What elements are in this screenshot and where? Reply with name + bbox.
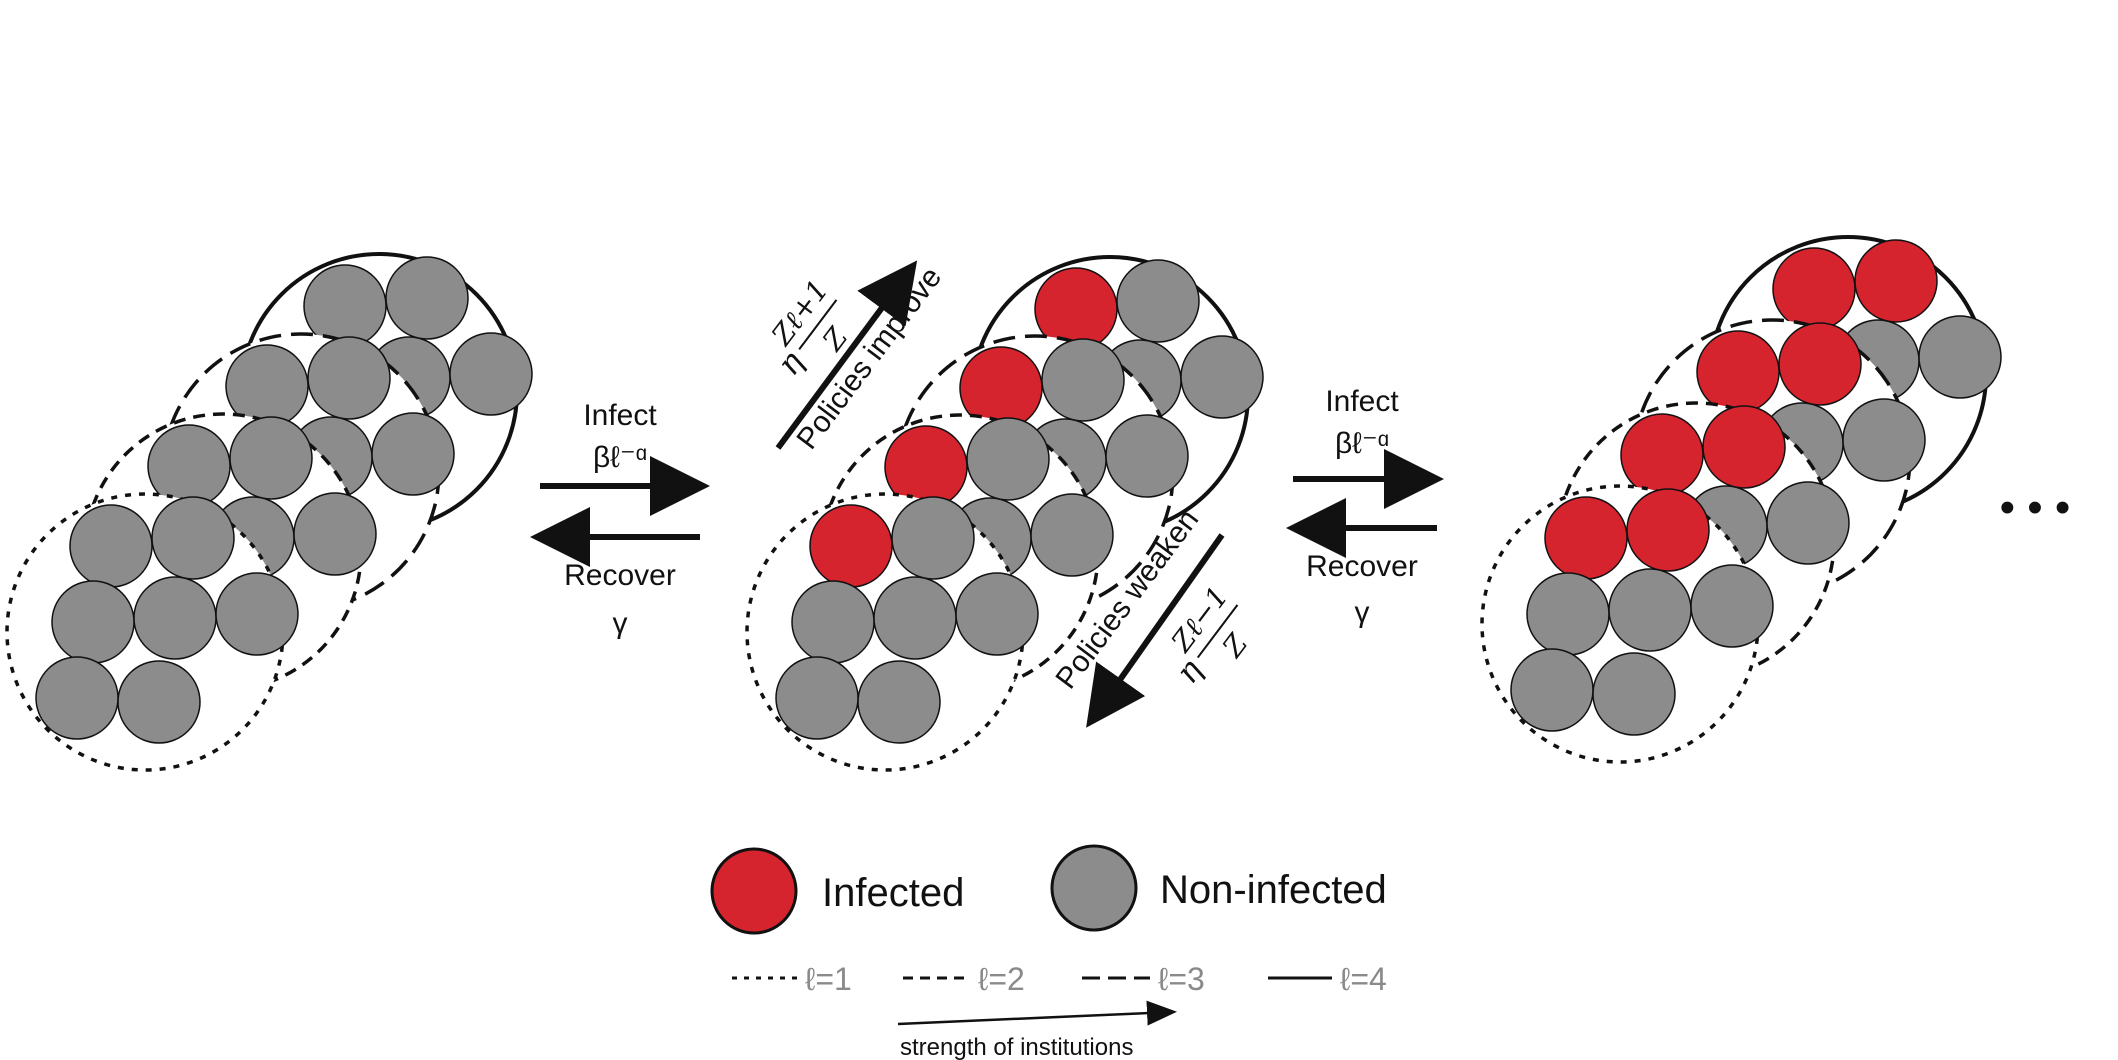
non-infected-individual <box>1116 259 1200 343</box>
non-infected-individual <box>891 496 975 580</box>
legend-non-infected-swatch <box>1050 844 1138 932</box>
non-infected-individual <box>1608 568 1692 652</box>
non-infected-individual <box>1592 652 1676 736</box>
non-infected-individual <box>1180 335 1264 419</box>
non-infected-individual <box>35 656 119 740</box>
legend-level-4-label: ℓ=4 <box>1340 961 1387 997</box>
recover-label: Recover <box>564 559 676 592</box>
continuation-ellipsis: • • • <box>2000 483 2071 532</box>
non-infected-individual <box>791 580 875 664</box>
infect-label: Infect <box>583 399 657 432</box>
legend: Infected Non-infected ℓ=1 ℓ=2 ℓ=3 ℓ=4 st… <box>710 844 1387 1060</box>
non-infected-individual <box>1918 315 2002 399</box>
legend-level-2-label: ℓ=2 <box>978 961 1025 997</box>
recover-rate: γ <box>613 607 628 640</box>
non-infected-individual <box>1842 398 1926 482</box>
infected-individual <box>1778 322 1862 406</box>
non-infected-individual <box>51 580 135 664</box>
non-infected-individual <box>449 332 533 416</box>
infect-label: Infect <box>1325 385 1399 418</box>
non-infected-individual <box>385 256 469 340</box>
non-infected-individual <box>857 660 941 744</box>
population-group-2 <box>745 255 1264 772</box>
non-infected-individual <box>775 656 859 740</box>
policies-weaken-rate: η Zℓ−1 Z <box>1164 580 1254 690</box>
legend-infected-swatch <box>710 847 798 935</box>
non-infected-individual <box>215 572 299 656</box>
non-infected-individual <box>371 412 455 496</box>
non-infected-individual <box>307 336 391 420</box>
non-infected-individual <box>303 264 387 348</box>
non-infected-individual <box>1105 414 1189 498</box>
non-infected-individual <box>1766 481 1850 565</box>
non-infected-individual <box>1041 338 1125 422</box>
policies-improve-arrow <box>775 260 918 450</box>
non-infected-individual <box>293 492 377 576</box>
infected-individual <box>809 504 893 588</box>
policies-weaken-arrow <box>1086 533 1225 728</box>
legend-non-infected-label: Non-infected <box>1160 868 1387 912</box>
non-infected-individual <box>1030 493 1114 577</box>
recover-rate: γ <box>1355 596 1370 629</box>
non-infected-individual <box>133 576 217 660</box>
non-infected-individual <box>1690 564 1774 648</box>
improve-rate-fraction-bar <box>798 299 838 350</box>
infected-individual <box>1626 488 1710 572</box>
transition-arrows-left: Infect βℓ⁻ᵅ Recover γ <box>530 399 710 640</box>
infected-individual <box>1620 413 1704 497</box>
weaken-rate-eta: η <box>1168 652 1210 690</box>
strength-arrow <box>897 1000 1177 1026</box>
weaken-rate-denominator: Z <box>1215 627 1254 664</box>
infected-individual <box>1854 239 1938 323</box>
population-group-1 <box>5 252 533 772</box>
legend-infected-label: Infected <box>822 871 964 915</box>
legend-level-1-label: ℓ=1 <box>805 961 852 997</box>
non-infected-individual <box>966 417 1050 501</box>
population-group-3 <box>1480 235 2002 764</box>
non-infected-individual <box>69 504 153 588</box>
legend-level-3-label: ℓ=3 <box>1158 961 1205 997</box>
infect-rate: βℓ⁻ᵅ <box>1335 427 1389 460</box>
non-infected-individual <box>229 416 313 500</box>
non-infected-individual <box>117 660 201 744</box>
non-infected-individual <box>955 572 1039 656</box>
non-infected-individual <box>1526 572 1610 656</box>
transition-arrows-right: Infect βℓ⁻ᵅ Recover γ <box>1286 385 1444 629</box>
recover-label: Recover <box>1306 550 1418 583</box>
level-1-community <box>1480 484 1774 764</box>
infected-individual <box>1696 330 1780 414</box>
infected-individual <box>1702 405 1786 489</box>
infected-individual <box>1772 247 1856 331</box>
strength-label: strength of institutions <box>900 1034 1133 1060</box>
infect-rate: βℓ⁻ᵅ <box>593 441 647 474</box>
population-groups <box>5 235 2002 772</box>
non-infected-individual <box>1510 648 1594 732</box>
non-infected-individual <box>151 496 235 580</box>
infected-individual <box>1544 496 1628 580</box>
non-infected-individual <box>147 424 231 508</box>
level-1-community <box>745 492 1039 772</box>
weaken-rate-fraction-bar <box>1196 604 1239 659</box>
level-1-community <box>5 492 299 772</box>
non-infected-individual <box>873 576 957 660</box>
